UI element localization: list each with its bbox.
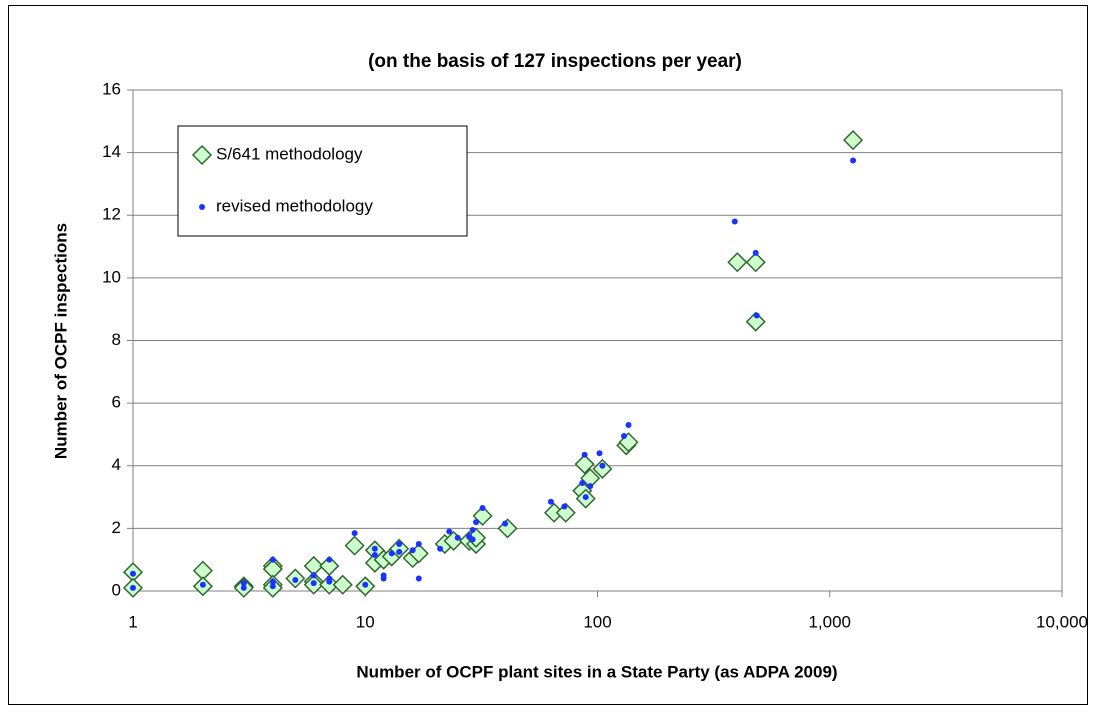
point [625, 422, 632, 429]
point [199, 581, 206, 588]
y-axis-label: Number of OCPF inspections [51, 223, 70, 459]
point [497, 518, 518, 539]
point [269, 556, 276, 563]
legend-label: revised methodology [216, 196, 373, 215]
legend: S/641 methodology revised methodology [177, 125, 468, 237]
point [326, 575, 333, 582]
x-tick-label: 100 [583, 612, 611, 631]
point [843, 130, 864, 151]
point [582, 494, 589, 501]
point [351, 530, 358, 537]
point [396, 541, 403, 548]
y-tick-label: 6 [112, 393, 121, 412]
legend-label: S/641 methodology [216, 144, 363, 163]
y-tick-label: 8 [112, 330, 121, 349]
y-tick-label: 16 [102, 79, 121, 98]
y-tick-label: 10 [102, 267, 121, 286]
point [727, 252, 748, 273]
point [472, 505, 493, 526]
point [415, 575, 422, 582]
x-tick-label: 10,000 [1036, 612, 1088, 631]
point [326, 556, 333, 563]
legend-marker [199, 204, 205, 210]
point [362, 581, 369, 588]
point [130, 584, 136, 591]
point [388, 550, 395, 557]
point [731, 218, 738, 225]
point [618, 432, 639, 453]
point [310, 572, 317, 579]
point [561, 503, 568, 510]
plot-area [132, 89, 1063, 592]
point [292, 577, 299, 584]
point [269, 578, 276, 585]
point [371, 545, 378, 552]
point [389, 538, 410, 559]
point [319, 574, 340, 595]
y-tick-label: 0 [112, 580, 121, 599]
x-axis-label: Number of OCPF plant sites in a State Pa… [356, 662, 837, 681]
point [437, 545, 444, 552]
point [555, 502, 576, 523]
point [130, 570, 136, 577]
point [409, 547, 416, 554]
y-tick-label: 12 [102, 205, 121, 224]
x-tick-label: 1,000 [808, 612, 851, 631]
point [574, 454, 595, 475]
point [547, 498, 554, 505]
point [620, 433, 627, 440]
point [396, 548, 403, 555]
point [592, 458, 613, 479]
point [415, 541, 422, 548]
point [469, 526, 476, 533]
point [745, 252, 766, 273]
point [752, 249, 759, 256]
marks [122, 130, 864, 598]
point [581, 451, 588, 458]
point [310, 580, 317, 587]
y-tick-label: 14 [102, 142, 121, 161]
point [332, 574, 353, 595]
point [380, 575, 387, 582]
y-tick-label: 4 [112, 455, 121, 474]
point [473, 519, 480, 526]
legend-marker [191, 144, 213, 166]
point [240, 580, 247, 587]
legend-box [177, 125, 468, 237]
point [479, 505, 486, 512]
point [371, 551, 378, 558]
point [240, 584, 247, 591]
chart-frame [8, 5, 1088, 705]
point [753, 312, 760, 319]
point [587, 483, 594, 490]
point [850, 157, 857, 164]
point [579, 479, 586, 486]
x-tick-label: 1 [128, 612, 137, 631]
point [454, 534, 461, 541]
point [596, 450, 603, 457]
point [745, 311, 766, 332]
point [469, 536, 476, 543]
point [502, 520, 509, 527]
x-tick-label: 10 [356, 612, 375, 631]
point [344, 535, 365, 556]
chart-title: (on the basis of 127 inspections per yea… [368, 51, 742, 72]
point [446, 528, 453, 535]
point [599, 462, 606, 469]
point [269, 583, 276, 590]
y-tick-label: 2 [112, 518, 121, 537]
